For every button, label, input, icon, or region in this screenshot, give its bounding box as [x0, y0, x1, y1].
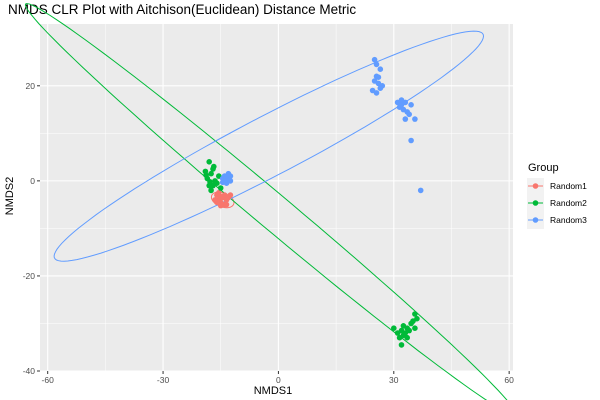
point-random2 [412, 311, 418, 317]
point-random2 [404, 334, 411, 341]
point-random2 [208, 187, 214, 194]
ellipse-random3 [53, 30, 485, 262]
legend-key-point [532, 217, 539, 223]
legend-title: Group [528, 162, 559, 174]
legend-label-random3: Random3 [550, 215, 587, 225]
point-random3 [225, 170, 232, 177]
plot-panel [40, 24, 513, 371]
point-random2 [217, 185, 224, 191]
x-tick-label: 60 [504, 375, 514, 385]
grid-minor [40, 24, 513, 371]
y-tick-label: 0 [30, 176, 35, 186]
point-random3 [417, 187, 424, 194]
legend-label-random2: Random2 [550, 198, 587, 208]
point-random2 [412, 325, 418, 332]
x-axis: -60 -30 0 30 60 [42, 371, 514, 385]
y-tick-label: 20 [26, 81, 36, 91]
legend-label-random1: Random1 [550, 181, 587, 191]
point-random1 [227, 192, 234, 198]
y-tick-label: -20 [23, 271, 36, 281]
point-random2 [211, 163, 217, 170]
point-random3 [373, 61, 380, 68]
point-random1 [212, 197, 218, 203]
legend-key-point [532, 183, 539, 189]
y-axis: -40 -20 0 20 [23, 81, 40, 376]
point-random2 [203, 172, 209, 178]
point-random3 [408, 137, 414, 144]
x-axis-title: NMDS1 [254, 385, 293, 397]
point-random3 [377, 66, 384, 72]
x-tick-label: -30 [157, 375, 170, 385]
point-random1 [218, 200, 225, 207]
point-random3 [375, 74, 382, 80]
point-random2 [207, 179, 213, 185]
point-random2 [206, 159, 212, 165]
point-random3 [398, 97, 405, 103]
ellipse-random2 [24, 3, 508, 400]
chart-title: NMDS CLR Plot with Aitchison(Euclidean) … [8, 2, 356, 17]
x-tick-label: 0 [276, 375, 281, 385]
point-random3 [227, 178, 234, 184]
point-random3 [412, 116, 418, 122]
point-random3 [406, 111, 413, 118]
point-random1 [217, 193, 223, 199]
y-tick-label: -40 [23, 366, 36, 376]
x-tick-label: 30 [389, 375, 399, 385]
point-random3 [408, 102, 414, 108]
grid-major [40, 24, 513, 372]
legend-key-random3 [527, 212, 544, 229]
point-random2 [391, 325, 397, 332]
point-random3 [379, 83, 386, 89]
y-axis-title: NMDS2 [4, 177, 16, 216]
point-random2 [208, 170, 214, 177]
x-tick-label: -60 [42, 375, 55, 385]
legend: Group Random1 Random2 Random3 [527, 162, 587, 229]
point-random2 [214, 180, 220, 186]
point-random3 [219, 179, 226, 186]
point-random1 [223, 201, 230, 208]
points-layer [202, 56, 424, 348]
legend-key-point [532, 200, 539, 206]
point-random2 [406, 327, 413, 334]
point-random2 [414, 315, 420, 322]
point-random3 [371, 56, 378, 63]
legend-key-random1 [527, 178, 544, 195]
point-random3 [402, 116, 409, 122]
legend-items: Random1 Random2 Random3 [527, 178, 587, 229]
point-random3 [373, 90, 380, 96]
point-random2 [398, 342, 405, 348]
legend-key-random2 [527, 195, 544, 212]
